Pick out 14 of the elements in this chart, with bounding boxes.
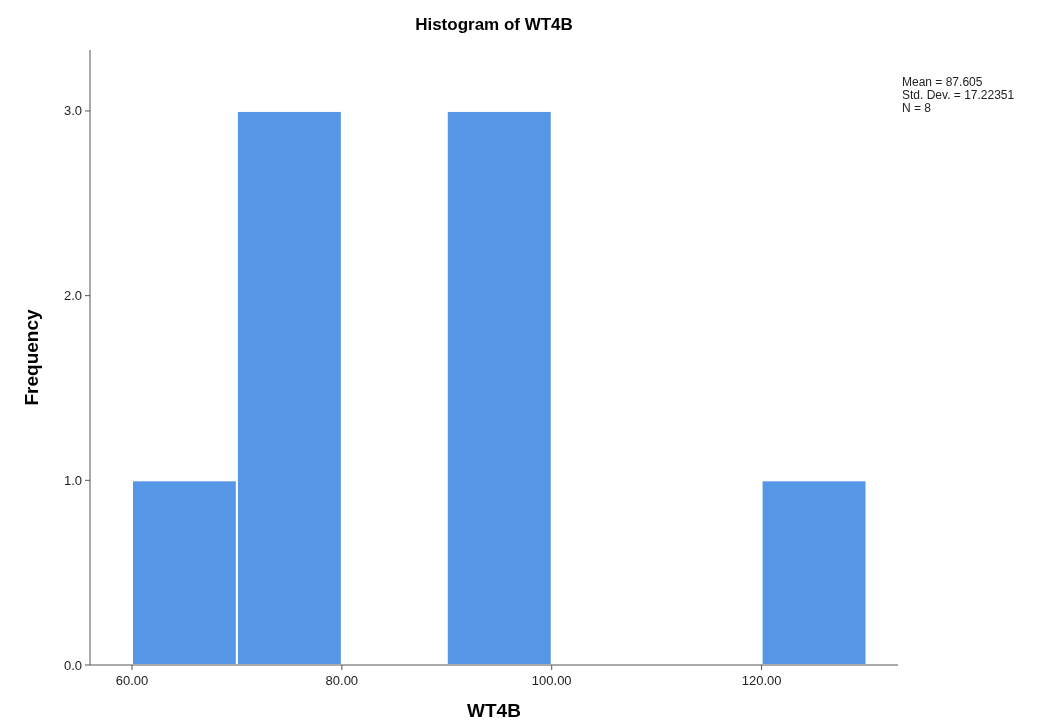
text: Std. Dev. = 17.22351 — [902, 88, 1015, 102]
x-tick-label: 80.00 — [325, 673, 359, 688]
x-tick-label: 100.00 — [531, 673, 572, 688]
text: N = 8 — [902, 101, 932, 115]
x-tick-label: 60.00 — [115, 673, 149, 688]
chart-title: Histogram of WT4B — [415, 15, 573, 34]
y-tick-label: 1.0 — [63, 472, 82, 488]
text: Mean = 87.605 — [902, 75, 983, 89]
x-tick-label: 120.00 — [741, 673, 782, 688]
x-axis-title: WT4B — [467, 700, 521, 721]
y-axis-title: Frequency — [21, 309, 42, 406]
y-tick-label: 0.0 — [63, 657, 82, 673]
y-tick-label: 2.0 — [63, 288, 82, 304]
y-tick-label: 3.0 — [63, 103, 82, 119]
